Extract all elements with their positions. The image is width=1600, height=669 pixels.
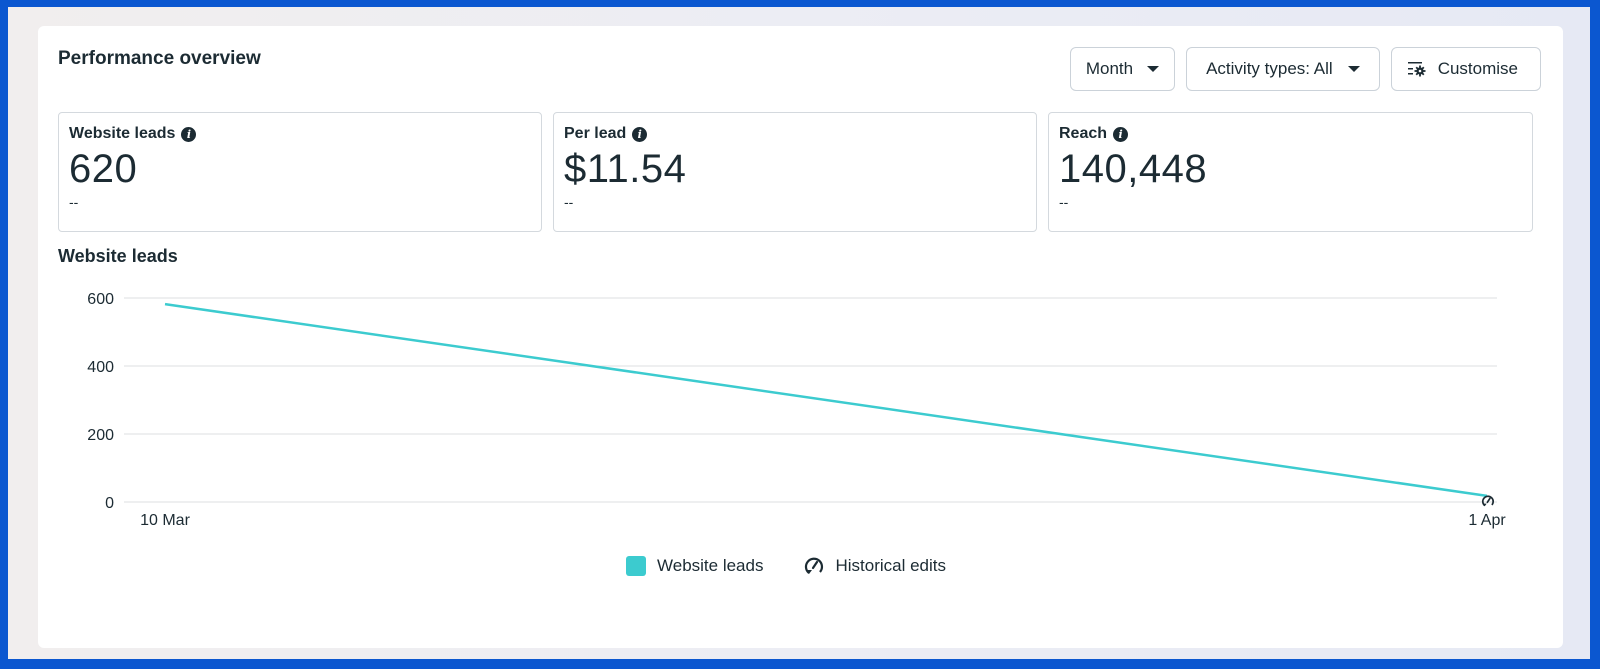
performance-overview-card: Performance overview Month Activity type… [38, 26, 1563, 648]
series-swatch [626, 556, 646, 576]
legend-item-website-leads[interactable]: Website leads [626, 556, 763, 576]
metric-cards: Website leads i 620 -- Per lead i $11.54… [58, 112, 1533, 232]
metric-card-reach[interactable]: Reach i 140,448 -- [1048, 112, 1533, 232]
line-chart: 0 200 400 600 10 Mar 1 Apr [87, 291, 1506, 529]
metric-delta: -- [564, 194, 574, 210]
info-icon[interactable]: i [1113, 126, 1129, 142]
x-tick-label: 10 Mar [140, 512, 190, 529]
historical-edits-icon [803, 555, 825, 577]
activity-types-dropdown[interactable]: Activity types: All [1186, 47, 1380, 91]
period-dropdown[interactable]: Month [1069, 47, 1176, 91]
metric-value: $11.54 [564, 147, 687, 191]
customise-button[interactable]: Customise [1390, 47, 1541, 91]
x-tick-label: 1 Apr [1468, 512, 1506, 529]
activity-types-label: Activity types: All [1206, 59, 1333, 78]
metric-label: Website leads [69, 125, 176, 142]
metric-value: 620 [69, 147, 138, 191]
chart-legend: Website leads Historical edits [626, 555, 946, 577]
metric-card-per-lead[interactable]: Per lead i $11.54 -- [553, 112, 1037, 232]
caret-down-icon [1147, 66, 1160, 72]
metric-value: 140,448 [1059, 147, 1208, 191]
page-title: Performance overview [58, 48, 261, 69]
caret-down-icon [1347, 66, 1360, 72]
chart-title: Website leads [58, 246, 178, 266]
metric-delta: -- [69, 194, 79, 210]
metric-delta: -- [1059, 194, 1069, 210]
page-frame: Performance overview Month Activity type… [8, 7, 1590, 659]
metric-label: Per lead [564, 125, 627, 142]
period-label: Month [1085, 59, 1134, 78]
info-icon[interactable]: i [181, 126, 197, 142]
y-tick-label: 600 [87, 291, 114, 308]
legend-label: Historical edits [835, 556, 947, 575]
toolbar: Month Activity types: All [1069, 47, 1541, 91]
legend-item-historical-edits[interactable]: Historical edits [803, 555, 946, 577]
metric-label: Reach [1059, 125, 1108, 142]
info-icon[interactable]: i [632, 126, 648, 142]
y-tick-label: 200 [87, 427, 114, 444]
metric-card-website-leads[interactable]: Website leads i 620 -- [58, 112, 542, 232]
y-tick-label: 400 [87, 359, 114, 376]
y-tick-label: 0 [105, 495, 114, 512]
customise-label: Customise [1437, 59, 1518, 78]
historical-edit-marker-icon[interactable] [1481, 495, 1495, 507]
legend-label: Website leads [657, 556, 764, 575]
customise-settings-icon [1407, 61, 1428, 77]
series-line-website-leads[interactable] [164, 302, 1488, 498]
